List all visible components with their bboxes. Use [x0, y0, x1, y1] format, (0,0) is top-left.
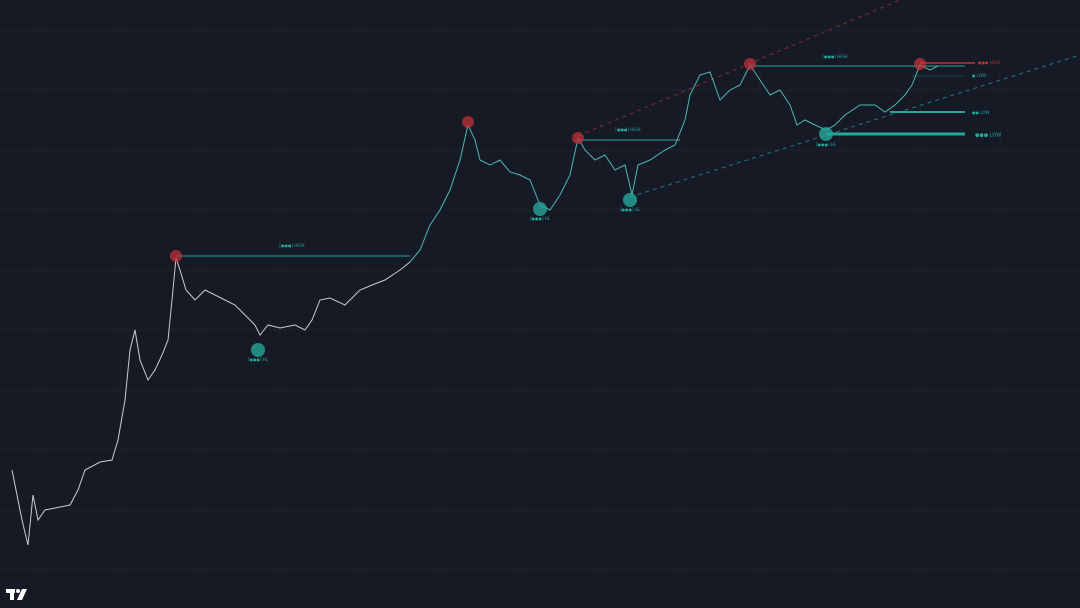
pivot-low	[819, 127, 833, 141]
levels	[176, 65, 965, 257]
annotation: [●●●] HL	[248, 357, 269, 362]
annotation: [●●●] HIGH	[822, 54, 847, 59]
annotation: [●●●] HL	[530, 216, 551, 221]
annotation: [●●●] HL	[816, 142, 837, 147]
price-line-trend	[409, 64, 939, 263]
support-trendline	[629, 54, 1080, 198]
pivot-low	[533, 202, 547, 216]
pivot-highs	[170, 58, 926, 262]
pivot-high	[914, 58, 926, 70]
annotation: ●●● LOW	[975, 133, 1001, 139]
pivot-low	[251, 343, 265, 357]
resistance-trendline	[577, 0, 901, 137]
pivot-high	[170, 250, 182, 262]
annotation: [●●●] HL	[620, 207, 641, 212]
logo	[6, 589, 27, 600]
annotation: ●● LOW	[972, 110, 989, 115]
pivot-high	[744, 58, 756, 70]
annotation: ● LOW	[972, 73, 986, 78]
logo-part	[16, 589, 20, 593]
annotation: ●●● HIGH	[978, 60, 1000, 65]
pivot-low	[623, 193, 637, 207]
annotation: [●●●] HIGH	[279, 243, 304, 248]
annotation: [●●●] HIGH	[615, 127, 640, 132]
pivot-high	[572, 132, 584, 144]
annotations: [●●●] HIGH [●●●] HL [●●●] HIGH [●●●] HL …	[248, 54, 1001, 362]
pivot-high	[462, 116, 474, 128]
logo-part	[17, 589, 27, 600]
pivot-lows	[251, 127, 833, 357]
logo-part	[10, 589, 14, 600]
